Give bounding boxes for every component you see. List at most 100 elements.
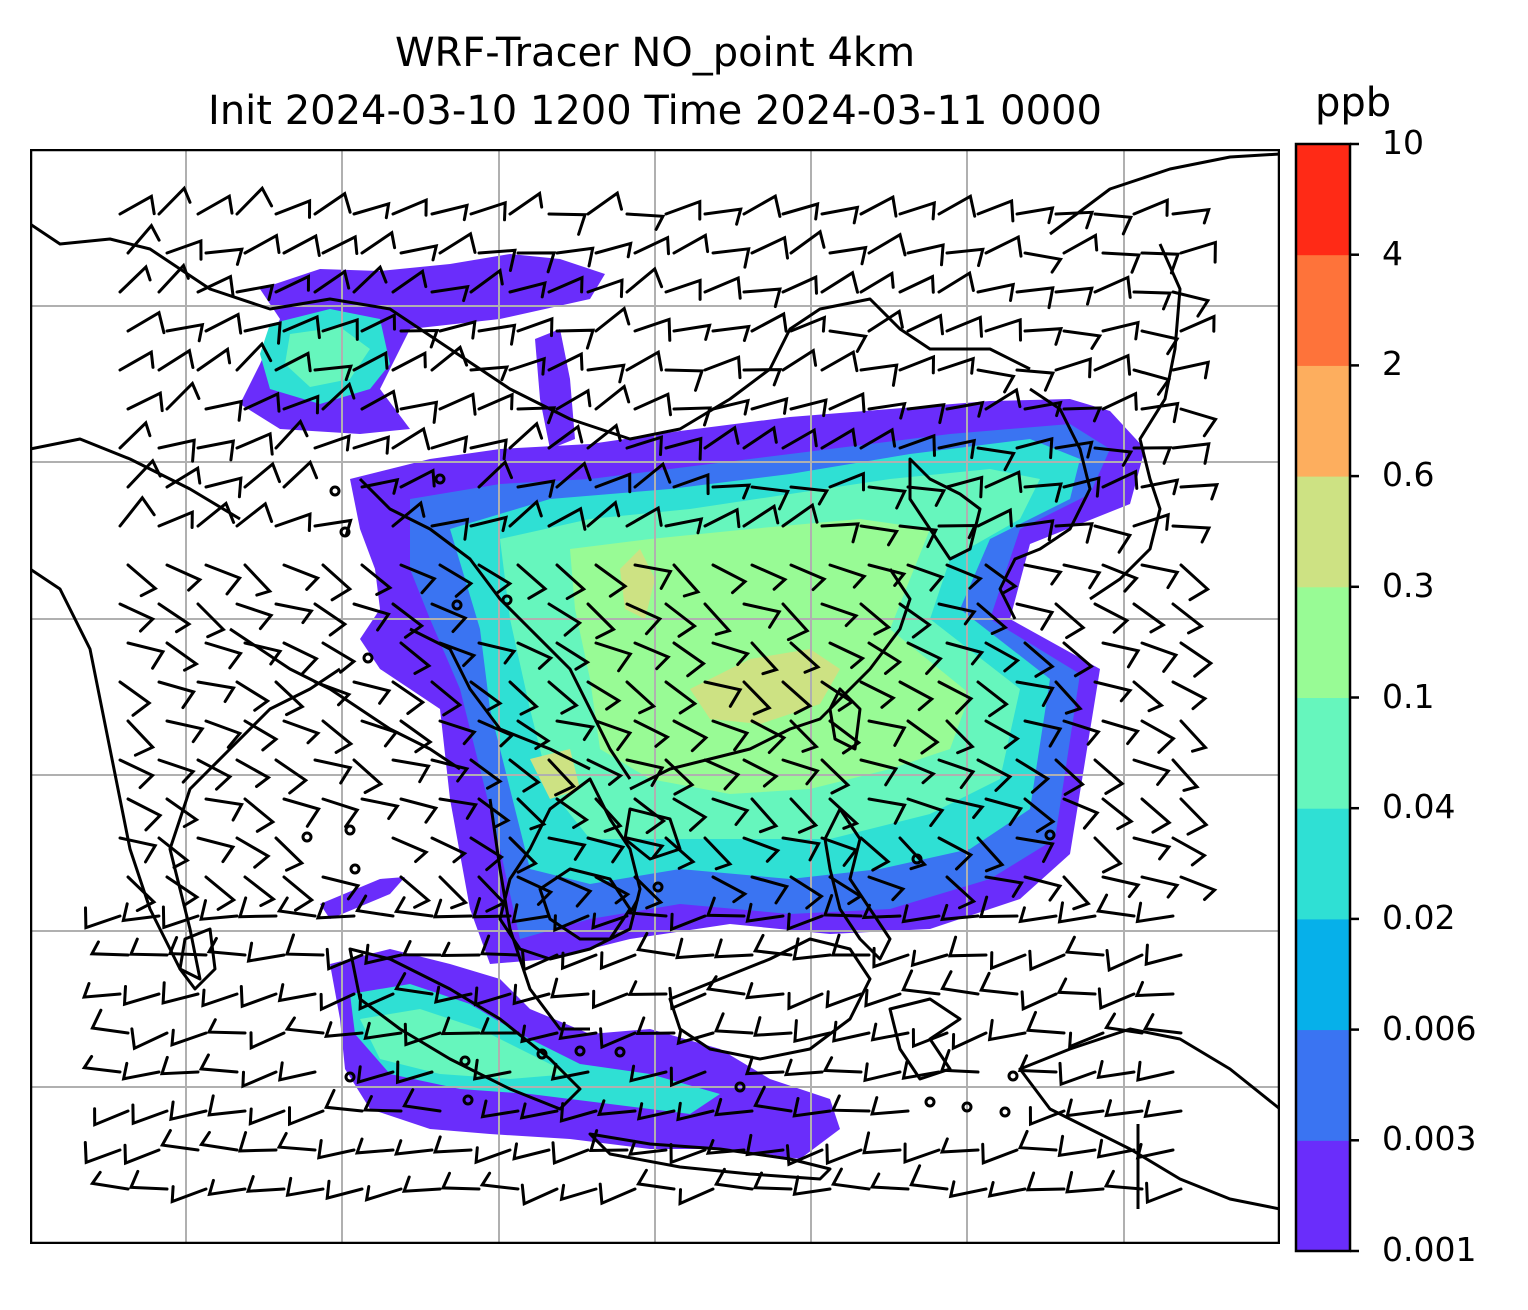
wind-barb	[352, 435, 390, 455]
wind-barb	[1015, 436, 1054, 460]
wind-barb	[664, 680, 698, 715]
wind-barb	[512, 1142, 551, 1161]
wind-barb	[903, 1142, 941, 1165]
wind-barb	[356, 1065, 395, 1085]
wind-barb	[664, 368, 705, 392]
wind-barb	[401, 940, 442, 957]
wind-barb	[789, 315, 827, 333]
wind-barb	[547, 758, 577, 797]
wind-barb	[284, 933, 325, 957]
wind-barb	[1015, 758, 1051, 794]
wind-barb	[664, 836, 696, 870]
wind-barb	[469, 200, 507, 222]
wind-barb	[157, 758, 196, 784]
wind-barb	[1054, 602, 1086, 640]
wind-barb	[157, 348, 195, 372]
wind-barb	[479, 934, 520, 957]
wind-barb	[274, 680, 305, 717]
wind-barb	[711, 563, 748, 595]
wind-barb	[898, 758, 937, 785]
wind-barb	[394, 1139, 434, 1156]
wind-barb	[126, 641, 166, 670]
wind-barb	[1144, 943, 1183, 967]
wind-barb	[196, 193, 234, 216]
wind-barb	[204, 797, 244, 822]
wind-barb	[165, 380, 201, 411]
wind-barb	[282, 394, 320, 415]
wind-barb	[1020, 990, 1058, 1012]
wind-barb	[555, 797, 590, 829]
wind-barb	[438, 719, 477, 746]
wind-barb	[321, 381, 356, 411]
wind-barb	[867, 485, 907, 510]
wind-barb	[313, 269, 351, 294]
wind-barb	[1105, 949, 1144, 973]
wind-barb	[130, 1027, 169, 1051]
wind-barb	[547, 506, 587, 531]
wind-barb	[627, 898, 668, 918]
wind-barb	[1093, 680, 1133, 703]
wind-barb	[789, 875, 824, 910]
wind-barb	[672, 323, 712, 341]
wind-barb	[364, 943, 403, 966]
wind-barb	[360, 389, 400, 413]
border-inner-4	[30, 437, 241, 521]
wind-barb	[828, 391, 866, 413]
wind-barb	[792, 937, 832, 961]
wind-barb	[867, 641, 903, 675]
wind-barb	[586, 363, 626, 384]
wind-barb	[1062, 719, 1101, 746]
wind-barb	[937, 836, 974, 871]
wind-barb	[352, 680, 392, 705]
wind-barb	[391, 350, 427, 372]
calm-circle	[329, 485, 341, 497]
wind-barb	[825, 990, 863, 1009]
wind-barb	[830, 1167, 871, 1191]
wind-barb	[672, 797, 708, 832]
wind-barb	[315, 902, 356, 920]
wind-barb	[1023, 400, 1063, 418]
wind-barb	[282, 719, 321, 745]
wind-barb	[438, 319, 477, 340]
wind-barb	[1132, 198, 1169, 217]
wind-barb	[869, 1172, 910, 1191]
wind-barb	[1065, 1171, 1105, 1194]
wind-barb	[1096, 1138, 1136, 1159]
wind-barb	[742, 287, 782, 309]
colorbar-segment	[1296, 1029, 1350, 1141]
calm-circle	[924, 1096, 936, 1108]
calm-circle	[536, 1048, 548, 1060]
wind-barb	[752, 1171, 793, 1191]
calm-circle	[652, 881, 664, 893]
wind-barb	[555, 388, 592, 411]
wind-barb	[586, 499, 621, 528]
wind-barb	[945, 315, 983, 338]
wind-barb	[676, 1028, 715, 1046]
wind-barb	[1015, 602, 1055, 631]
wind-barb	[352, 758, 384, 794]
wind-barb	[625, 435, 664, 456]
wind-barb	[235, 680, 271, 712]
wind-barb	[1062, 476, 1101, 498]
wind-barb	[1054, 286, 1094, 306]
wind-barb	[937, 680, 974, 715]
wind-barb	[789, 719, 820, 753]
wind-barb	[516, 406, 557, 425]
wind-barb	[399, 243, 439, 262]
wind-barb	[126, 390, 164, 413]
wind-barb	[820, 270, 859, 294]
wind-barb	[703, 602, 732, 636]
wind-barb	[1101, 875, 1141, 899]
wind-barb	[939, 1137, 980, 1154]
wind-barb	[945, 400, 985, 418]
wind-barb	[274, 351, 312, 373]
wind-barb	[1179, 563, 1211, 602]
wind-barb	[321, 234, 359, 255]
wind-barb	[981, 1142, 1019, 1165]
wind-barb	[440, 1016, 481, 1036]
colorbar-unit-label: ppb	[1315, 80, 1392, 126]
wind-barb	[360, 312, 396, 333]
wind-barb	[750, 235, 789, 260]
wind-barb	[1015, 206, 1055, 225]
wind-barb	[204, 399, 243, 422]
